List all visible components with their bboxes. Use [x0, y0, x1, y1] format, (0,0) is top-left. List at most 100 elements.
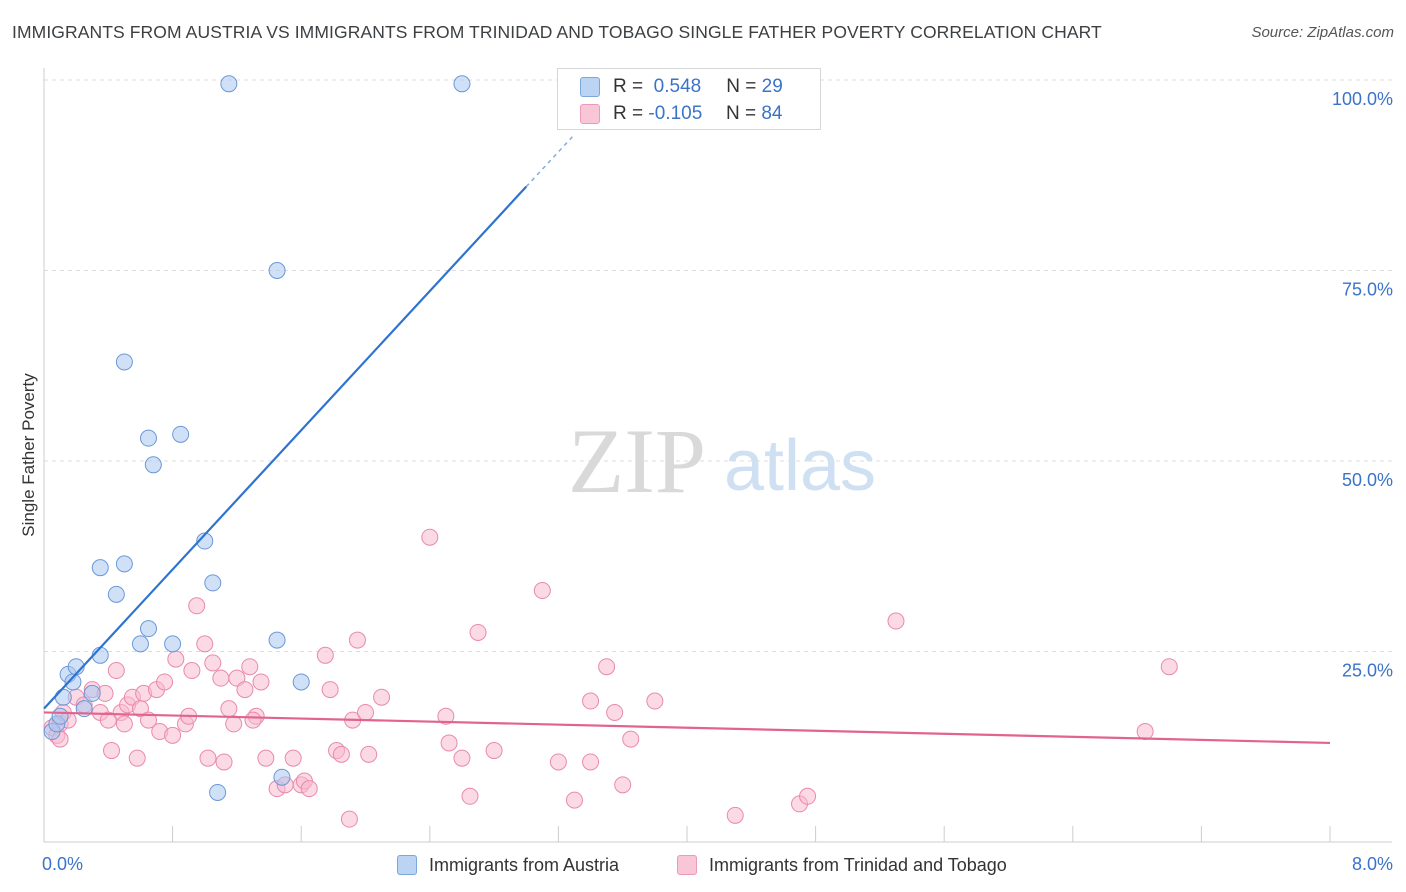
austria-point: [115, 353, 133, 371]
trinidad-point: [565, 791, 583, 809]
trinidad-point: [453, 749, 471, 767]
trinidad-point: [241, 658, 259, 676]
bottom-trinidad-label: Immigrants from Trinidad and Tobago: [709, 854, 1007, 875]
x-tick-label: 8.0%: [1352, 854, 1393, 874]
trinidad-point: [646, 692, 664, 710]
trinidad-point: [188, 597, 206, 615]
austria-point: [139, 429, 157, 447]
austria-point: [51, 707, 69, 725]
trinidad-n-value: 84: [761, 103, 783, 124]
gridlines: [44, 79, 1392, 652]
trinidad-point: [107, 662, 125, 680]
austria-point: [220, 75, 238, 93]
trinidad-point: [726, 806, 744, 824]
bottom-legend-austria: Immigrants from Austria: [397, 851, 619, 879]
austria-point: [54, 688, 72, 706]
trinidad-point: [582, 753, 600, 771]
austria-point: [453, 75, 471, 93]
trinidad-point: [164, 726, 182, 744]
austria-swatch: [580, 77, 600, 97]
trinidad-point: [582, 692, 600, 710]
watermark-zip: ZIP: [568, 410, 706, 512]
austria-trend-extension: [525, 133, 576, 188]
trinidad-r-value: -0.105: [648, 103, 703, 124]
trinidad-point: [199, 749, 217, 767]
trinidad-trend-line: [43, 711, 1331, 745]
source-label: Source: ZipAtlas.com: [1251, 24, 1394, 41]
trinidad-point: [128, 749, 146, 767]
trinidad-point: [103, 742, 121, 760]
trinidad-point: [284, 749, 302, 767]
trinidad-point: [440, 734, 458, 752]
austria-point: [273, 768, 291, 786]
trinidad-point: [533, 582, 551, 600]
trinidad-point: [622, 730, 640, 748]
trinidad-point: [1136, 723, 1154, 741]
trinidad-point: [357, 703, 374, 721]
bottom-austria-label: Immigrants from Austria: [429, 854, 620, 875]
austria-point: [204, 574, 222, 592]
austria-point: [131, 635, 149, 653]
trinidad-point: [183, 662, 201, 680]
x-tick-label: 0.0%: [42, 854, 83, 874]
trinidad-point: [156, 673, 174, 691]
austria-point: [172, 425, 190, 443]
y-axis-label: Single Father Poverty: [19, 373, 38, 537]
trinidad-point: [215, 753, 233, 771]
y-tick-label: 25.0%: [1342, 661, 1393, 681]
austria-r-label: R =: [613, 76, 644, 97]
trinidad-point: [340, 810, 358, 828]
trinidad-point: [887, 612, 905, 630]
trinidad-point: [99, 711, 117, 729]
austria-point: [83, 684, 101, 702]
trinidad-point: [115, 715, 133, 733]
trinidad-point: [244, 711, 262, 729]
bottom-legend-trinidad: Immigrants from Trinidad and Tobago: [677, 851, 1007, 879]
correlation-legend: R = 0.548 N = 29 R = -0.105 N = 84: [557, 68, 821, 130]
austria-point: [139, 620, 157, 638]
trinidad-n-label: N =: [725, 103, 757, 124]
austria-point: [107, 585, 125, 603]
trinidad-point: [437, 707, 455, 725]
trinidad-point: [469, 623, 487, 641]
trinidad-point: [606, 703, 624, 721]
trinidad-point: [220, 700, 238, 718]
bottom-austria-swatch: [397, 855, 417, 875]
austria-point: [144, 456, 162, 474]
y-tick-label: 75.0%: [1342, 280, 1393, 300]
y-tick-label: 100.0%: [1332, 89, 1393, 109]
austria-r-value: 0.548: [653, 76, 702, 97]
trinidad-point: [225, 715, 243, 733]
trinidad-point: [598, 658, 616, 676]
legend-row-trinidad: R = -0.105 N = 84: [580, 100, 782, 128]
austria-n-value: 29: [761, 76, 783, 97]
austria-point: [91, 559, 109, 577]
bottom-trinidad-swatch: [677, 855, 697, 875]
trinidad-point: [360, 745, 378, 763]
austria-point: [268, 262, 286, 279]
trinidad-point: [799, 787, 817, 805]
trinidad-point: [257, 749, 275, 767]
y-tick-label: 50.0%: [1342, 470, 1393, 490]
trinidad-point: [421, 528, 439, 546]
trinidad-point: [196, 635, 214, 653]
austria-point: [292, 673, 310, 691]
trinidad-swatch: [580, 104, 600, 124]
trinidad-point: [204, 654, 222, 672]
trinidad-r-label: R =: [613, 103, 644, 124]
austria-point: [268, 631, 286, 649]
legend-row-austria: R = 0.548 N = 29: [580, 73, 783, 101]
austria-point: [209, 783, 227, 801]
trinidad-point: [1160, 658, 1178, 676]
trinidad-points: [43, 528, 1178, 828]
austria-n-label: N =: [726, 76, 757, 97]
trinidad-point: [212, 669, 230, 687]
trinidad-point: [373, 688, 391, 706]
trinidad-point: [300, 780, 318, 798]
trinidad-point: [332, 745, 350, 763]
axes: [43, 68, 1392, 843]
trinidad-point: [167, 650, 185, 668]
trinidad-point: [348, 631, 366, 649]
trinidad-point: [252, 673, 270, 691]
